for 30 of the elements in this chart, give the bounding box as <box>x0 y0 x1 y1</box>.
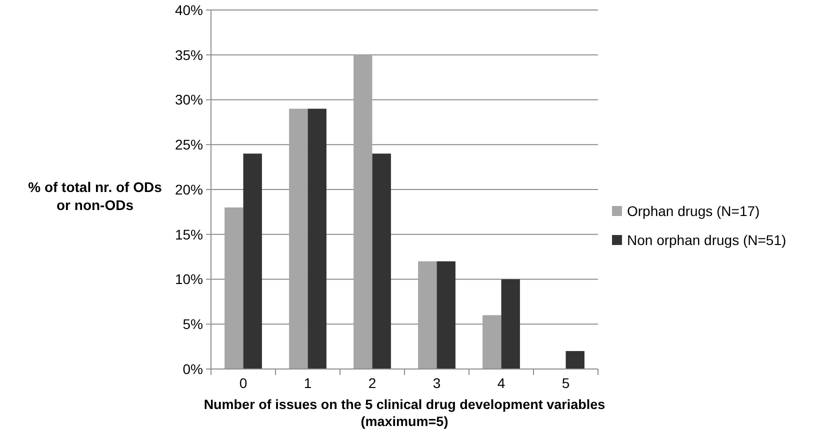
y-tick-label: 5% <box>182 316 203 332</box>
bar <box>224 207 244 369</box>
bar <box>436 261 456 369</box>
y-tick-label: 20% <box>174 181 203 198</box>
y-tick-label: 10% <box>174 271 203 288</box>
y-axis-title: % of total nr. of ODs or non-ODs <box>28 179 162 213</box>
y-tick-label: 15% <box>174 226 203 242</box>
x-tick-label: 5 <box>562 375 570 391</box>
bar <box>482 315 502 369</box>
bar <box>354 54 372 369</box>
bar <box>566 351 584 369</box>
bar <box>372 154 391 369</box>
y-tick-label: 30% <box>174 92 203 108</box>
y-tick-label: 40% <box>174 2 203 18</box>
bar <box>418 261 437 369</box>
y-tick-label: 0% <box>182 360 203 377</box>
legend-label: Non orphan drugs (N=51) <box>627 232 786 248</box>
bar <box>289 108 308 369</box>
legend-label: Orphan drugs (N=17) <box>627 202 760 219</box>
x-tick-label: 3 <box>432 375 441 391</box>
y-tick-label: 25% <box>174 136 203 153</box>
bar <box>308 108 326 369</box>
x-tick-label: 0 <box>239 375 248 391</box>
x-axis-title: Number of issues on the 5 clinical drug development variables (maximum=5) <box>204 397 606 429</box>
y-tick-label: 35% <box>174 46 203 63</box>
bar <box>243 154 262 369</box>
x-tick-label: 4 <box>497 375 506 391</box>
x-tick-label: 1 <box>304 375 312 391</box>
bar <box>501 279 520 369</box>
x-tick-label: 2 <box>368 375 376 391</box>
